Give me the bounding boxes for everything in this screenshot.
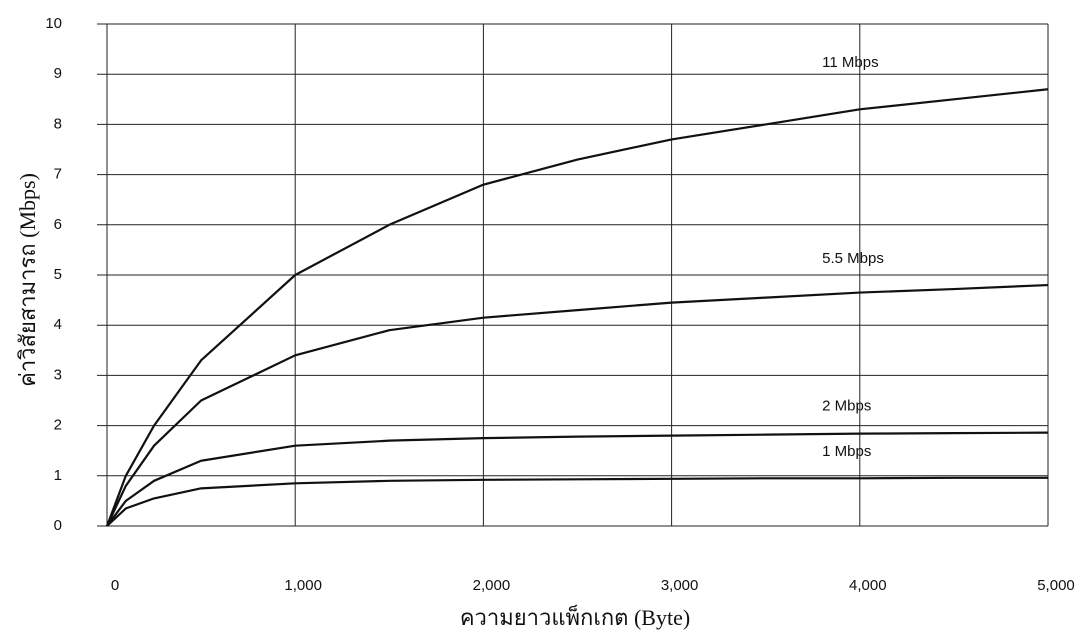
y-tick-label: 9 <box>54 65 62 82</box>
y-axis-label: ค่าวิสัยสามารถ (Mbps) <box>15 173 40 387</box>
series-line <box>105 88 1049 527</box>
y-tick-label: 4 <box>54 316 62 333</box>
y-tick-label: 5 <box>54 266 62 283</box>
x-axis-label: ความยาวแพ็กเกต (Byte) <box>460 603 690 630</box>
y-tick-label: 2 <box>54 417 62 434</box>
x-tick-label: 1,000 <box>284 577 322 594</box>
y-tick-label: 0 <box>54 517 62 534</box>
y-tick-label: 8 <box>54 115 62 132</box>
y-tick-label: 1 <box>54 467 62 484</box>
series-label: 5.5 Mbps <box>822 250 884 267</box>
x-tick-label: 0 <box>111 577 119 594</box>
x-tick-label: 4,000 <box>849 577 887 594</box>
y-tick-label: 6 <box>54 216 62 233</box>
series-line <box>106 431 1049 527</box>
x-tick-label: 3,000 <box>661 577 699 594</box>
series-line <box>106 476 1048 527</box>
x-tick-label: 5,000 <box>1037 577 1075 594</box>
series-label: 11 Mbps <box>822 54 878 71</box>
y-tick-label: 3 <box>54 366 62 383</box>
series-label: 1 Mbps <box>822 443 871 460</box>
y-tick-label: 7 <box>54 166 62 183</box>
x-tick-label: 2,000 <box>473 577 511 594</box>
series-line <box>106 283 1049 527</box>
y-tick-label: 10 <box>45 15 62 32</box>
series-label: 2 Mbps <box>822 398 871 415</box>
